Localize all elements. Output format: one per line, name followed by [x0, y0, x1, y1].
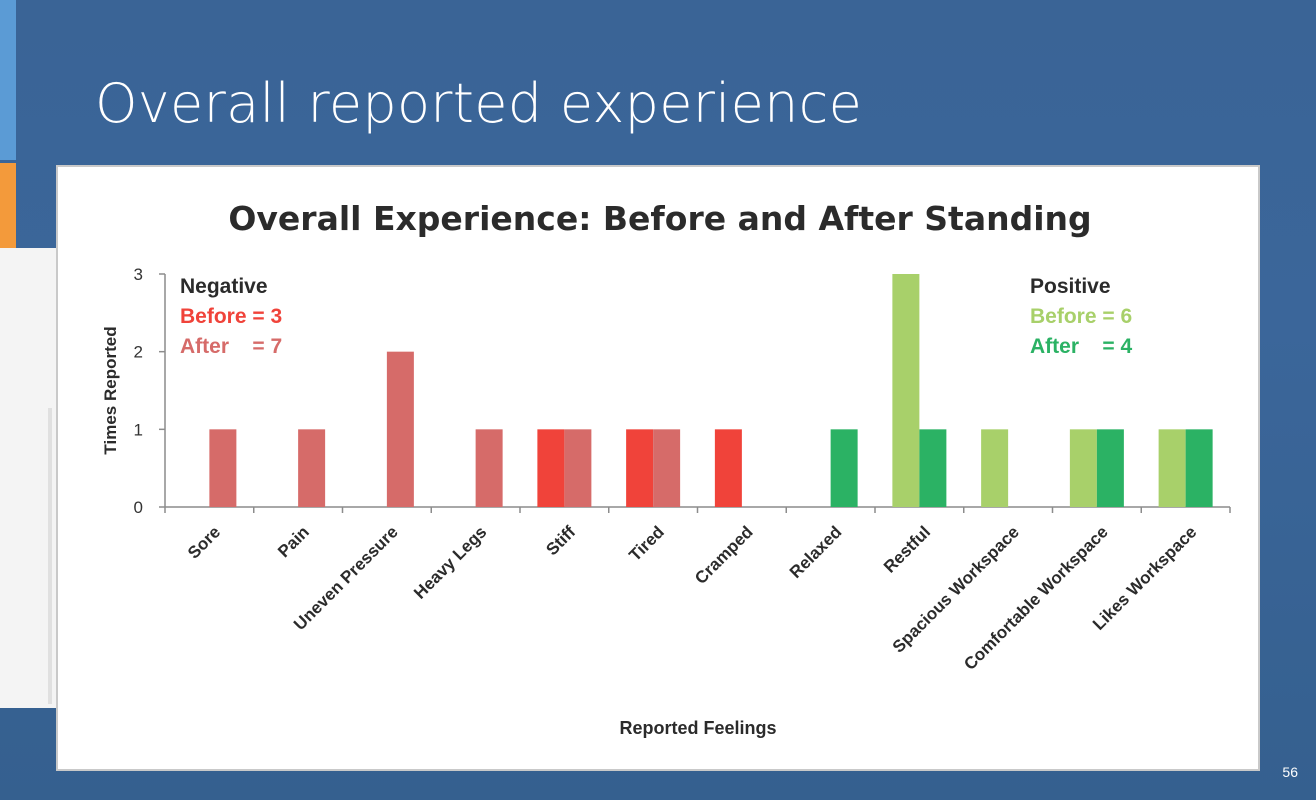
x-tick-label: Cramped	[691, 522, 757, 588]
page-number: 56	[1282, 764, 1298, 780]
x-tick-label: Sore	[184, 522, 224, 562]
slide-title: Overall reported experience	[95, 72, 863, 135]
bar-after	[1185, 429, 1213, 507]
bar-before	[1069, 429, 1097, 507]
bar-after	[209, 429, 237, 507]
bar-after	[830, 429, 858, 507]
accent-bar-orange	[0, 163, 16, 248]
bar-after	[298, 429, 326, 507]
side-strip	[0, 248, 56, 708]
negative-heading: Negative	[180, 275, 268, 298]
bar-before	[892, 274, 920, 507]
bar-after	[1096, 429, 1124, 507]
y-tick-label: 2	[134, 343, 143, 362]
chart-title: Overall Experience: Before and After Sta…	[228, 199, 1091, 238]
x-tick-label: Pain	[274, 522, 313, 561]
bar-after	[919, 429, 947, 507]
bar-before	[626, 429, 654, 507]
bar-before	[981, 429, 1009, 507]
chart-container: Overall Experience: Before and After Sta…	[56, 165, 1260, 771]
bar-before	[537, 429, 565, 507]
y-tick-label: 0	[134, 498, 143, 517]
positive-heading: Positive	[1030, 275, 1111, 298]
positive-before: Before = 6	[1030, 305, 1132, 328]
x-tick-label: Relaxed	[786, 522, 846, 582]
accent-bar-blue	[0, 0, 16, 160]
bar-chart: Overall Experience: Before and After Sta…	[101, 199, 1231, 738]
bar-after	[564, 429, 592, 507]
bar-before	[714, 429, 742, 507]
x-axis-label: Reported Feelings	[619, 718, 776, 738]
y-tick-label: 1	[134, 420, 143, 439]
y-axis-label: Times Reported	[101, 326, 120, 454]
bar-before	[1158, 429, 1186, 507]
x-tick-label: Comfortable Workspace	[960, 522, 1111, 673]
bar-after	[475, 429, 503, 507]
x-tick-label: Heavy Legs	[410, 522, 490, 602]
positive-after: After = 4	[1030, 335, 1132, 358]
x-tick-label: Restful	[880, 522, 934, 576]
bar-after	[386, 351, 414, 507]
negative-after: After = 7	[180, 335, 282, 358]
x-tick-label: Stiff	[542, 522, 579, 559]
y-tick-label: 3	[134, 265, 143, 284]
negative-before: Before = 3	[180, 305, 282, 328]
bar-after	[653, 429, 681, 507]
x-tick-label: Tired	[625, 522, 668, 565]
